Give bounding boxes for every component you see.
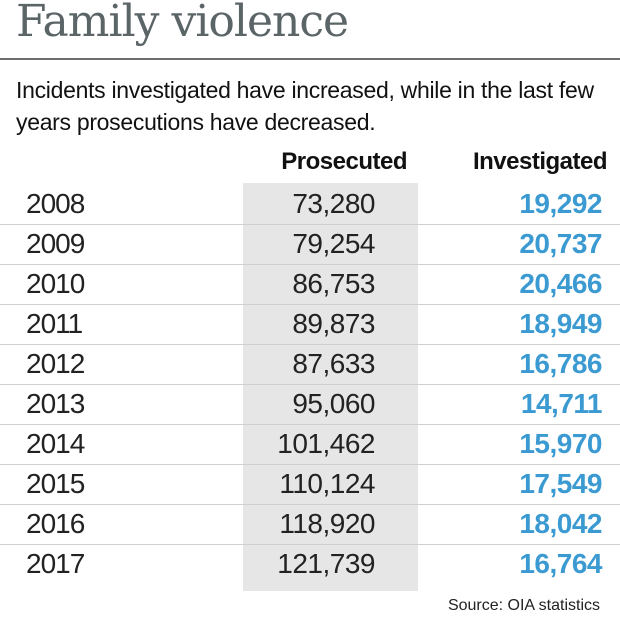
prosecuted-value: 73,280 — [292, 188, 375, 219]
prosecuted-value: 110,124 — [279, 468, 375, 499]
table-row: 2017 121,739 16,764 — [0, 544, 620, 584]
year-label: 2016 — [26, 508, 85, 539]
table-row: 2009 79,254 20,737 — [0, 224, 620, 265]
title-divider — [0, 58, 620, 60]
year-label: 2013 — [26, 388, 85, 419]
source-note: Source: OIA statistics — [447, 597, 600, 614]
table-row: 2011 89,873 18,949 — [0, 304, 620, 345]
investigated-value: 18,042 — [519, 508, 602, 539]
table-row: 2016 118,920 18,042 — [0, 504, 620, 545]
investigated-value: 20,466 — [519, 268, 602, 299]
year-label: 2012 — [26, 348, 85, 379]
title: Family violence — [16, 0, 349, 47]
investigated-value: 16,764 — [519, 548, 602, 579]
year-label: 2009 — [26, 228, 85, 259]
subtitle: Incidents investigated have increased, w… — [16, 77, 594, 135]
table-row: 2015 110,124 17,549 — [0, 464, 620, 505]
table-row: 2012 87,633 16,786 — [0, 344, 620, 385]
investigated-value: 16,786 — [519, 348, 602, 379]
investigated-value: 19,292 — [519, 188, 602, 219]
table-row: 2014 101,462 15,970 — [0, 424, 620, 465]
header-investigated: Investigated — [472, 148, 608, 175]
table-row: 2010 86,753 20,466 — [0, 264, 620, 305]
table-row: 2008 73,280 19,292 — [0, 184, 620, 225]
investigated-value: 14,711 — [520, 388, 603, 419]
investigated-value: 20,737 — [519, 228, 602, 259]
prosecuted-value: 86,753 — [292, 268, 375, 299]
header-prosecuted: Prosecuted — [281, 148, 407, 175]
prosecuted-column-background — [243, 183, 418, 591]
investigated-value: 18,949 — [519, 308, 602, 339]
prosecuted-value: 118,920 — [279, 508, 375, 539]
year-label: 2008 — [26, 188, 85, 219]
year-label: 2010 — [26, 268, 85, 299]
prosecuted-value: 89,873 — [292, 308, 375, 339]
investigated-value: 15,970 — [519, 428, 602, 459]
year-label: 2014 — [26, 428, 85, 459]
prosecuted-value: 101,462 — [277, 428, 375, 459]
year-label: 2011 — [26, 308, 83, 339]
year-label: 2017 — [26, 548, 85, 579]
prosecuted-value: 95,060 — [292, 388, 375, 419]
prosecuted-value: 79,254 — [292, 228, 375, 259]
prosecuted-value: 121,739 — [277, 548, 375, 579]
table-row: 2013 95,060 14,711 — [0, 384, 620, 425]
investigated-value: 17,549 — [519, 468, 602, 499]
year-label: 2015 — [26, 468, 85, 499]
prosecuted-value: 87,633 — [292, 348, 375, 379]
